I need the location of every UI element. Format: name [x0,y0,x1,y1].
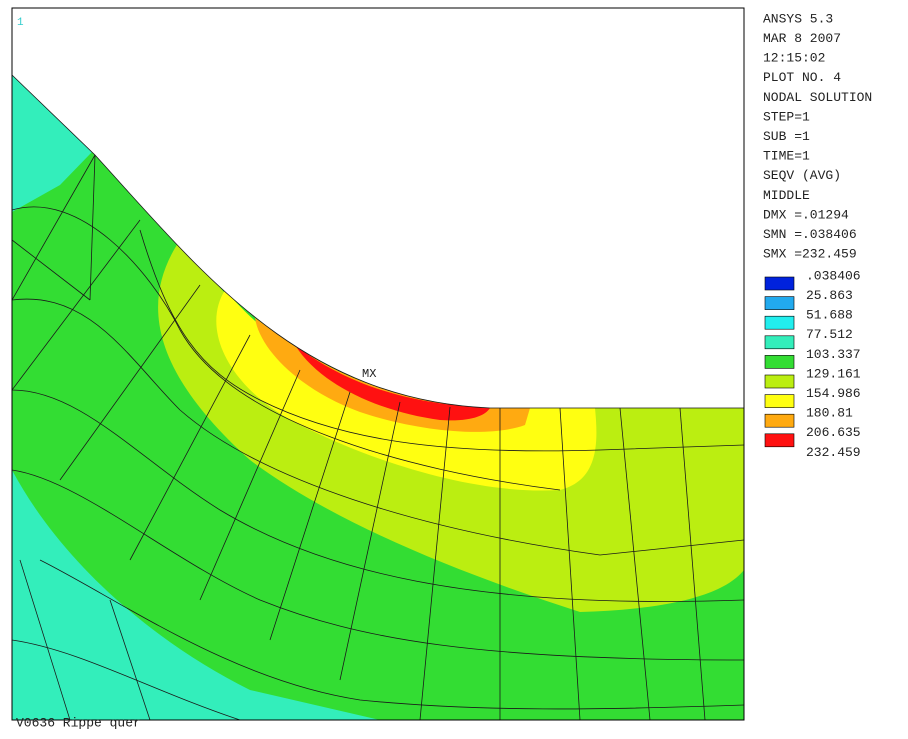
header-line: SMN =.038406 [763,227,857,242]
header-line: STEP=1 [763,109,810,124]
header-line: 12:15:02 [763,51,825,66]
header-line: NODAL SOLUTION [763,90,872,105]
legend-label: 103.337 [806,347,861,362]
legend-label: 206.635 [806,425,861,440]
legend: .038406 25.863 51.688 77.512 103.337 129.161 1… [765,268,861,459]
header-line: SUB =1 [763,129,810,144]
header-line: MAR 8 2007 [763,31,841,46]
legend-swatch [765,297,794,310]
legend-label: 129.161 [806,366,861,381]
legend-label: 77.512 [806,327,853,342]
legend-label: 232.459 [806,445,861,460]
header: ANSYS 5.3 MAR 8 2007 12:15:02 PLOT NO. 4 NOD… [763,11,872,261]
header-line: ANSYS 5.3 [763,11,833,26]
legend-swatch [765,434,794,447]
header-line: SMX =232.459 [763,247,857,262]
legend-label: 51.688 [806,308,853,323]
legend-swatch [765,277,794,290]
caption: V0636 Rippe quer [16,715,141,730]
legend-label: 180.81 [806,406,853,421]
max-marker: MX [362,367,376,381]
legend-swatch [765,316,794,329]
legend-swatch [765,375,794,388]
legend-swatch [765,355,794,368]
header-line: SEQV (AVG) [763,168,841,183]
contour-plot [12,8,744,720]
window-number: 1 [17,17,24,29]
legend-swatch [765,395,794,408]
legend-label: 154.986 [806,386,861,401]
header-line: TIME=1 [763,149,810,164]
legend-label: .038406 [806,268,861,283]
legend-swatch [765,336,794,349]
header-line: PLOT NO. 4 [763,70,841,85]
legend-swatch [765,414,794,427]
legend-label: 25.863 [806,288,853,303]
header-line: DMX =.01294 [763,207,849,222]
header-line: MIDDLE [763,188,810,203]
ansys-screen: 1 MX V0636 Rippe quer ANSYS 5.3 MAR 8 200… [0,0,908,734]
